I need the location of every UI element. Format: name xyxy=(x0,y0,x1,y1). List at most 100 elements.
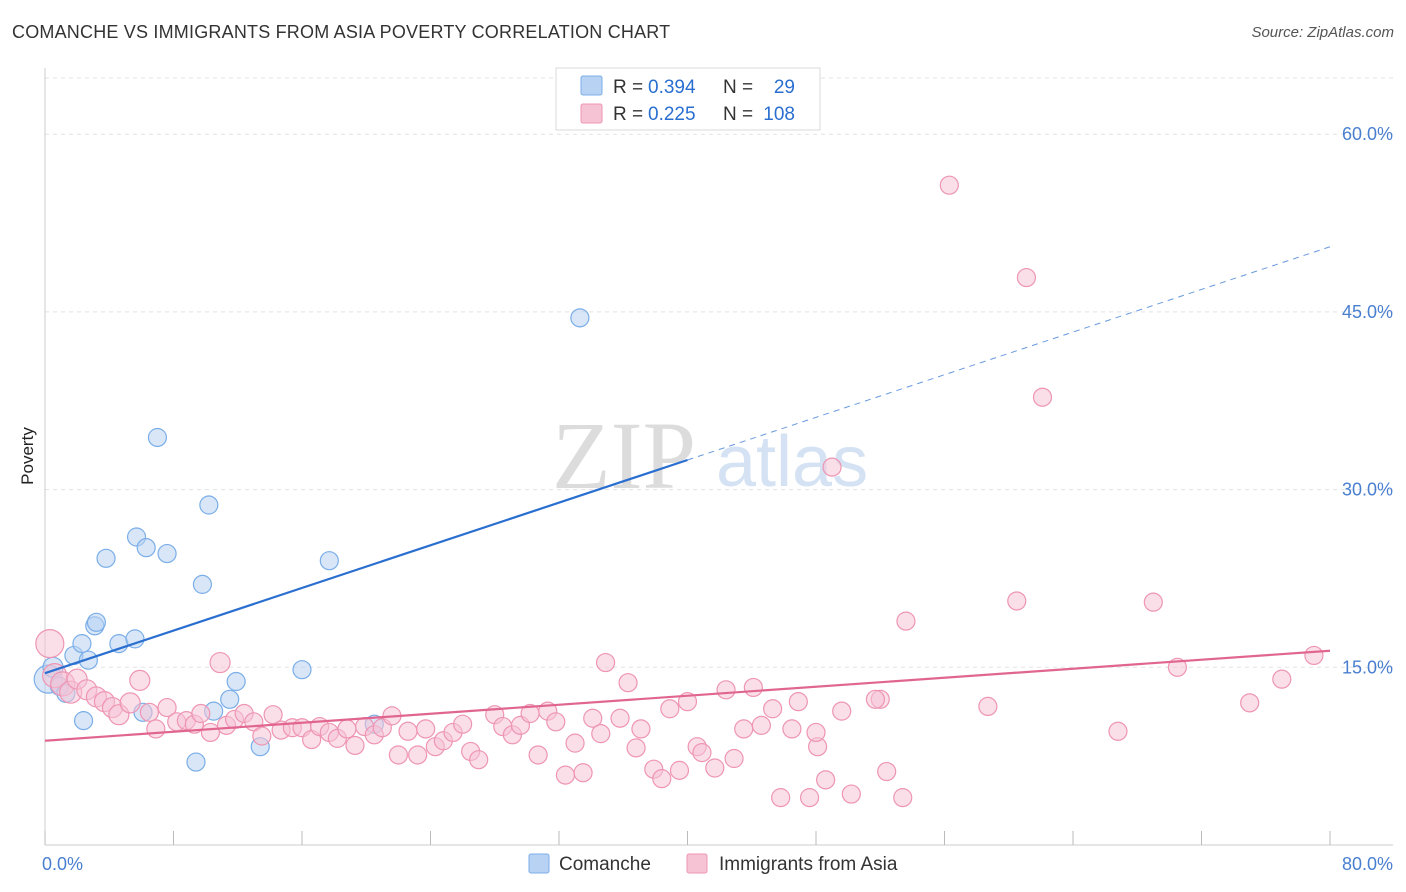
comanche-point xyxy=(199,495,219,515)
chart-title: COMANCHE VS IMMIGRANTS FROM ASIA POVERTY… xyxy=(12,22,671,42)
immigrants-from-asia-point xyxy=(388,745,408,765)
immigrants-from-asia-point xyxy=(692,742,712,763)
immigrants-from-asia-point xyxy=(408,745,428,765)
immigrants-from-asia-trend-line xyxy=(44,649,1331,742)
immigrants-from-asia-point xyxy=(398,721,418,741)
immigrants-from-asia-point xyxy=(896,611,916,631)
bottom-legend-label-immigrants-from-asia: Immigrants from Asia xyxy=(719,854,898,875)
immigrants-from-asia-point xyxy=(724,748,744,769)
y-tick-label: 60.0% xyxy=(1342,124,1393,144)
comanche-point xyxy=(226,671,246,692)
comanche-point xyxy=(192,574,213,594)
x-tick-label-max: 80.0% xyxy=(1342,854,1393,874)
immigrants-from-asia-point xyxy=(546,712,566,732)
legend-r-value: 0.394 xyxy=(648,77,696,98)
immigrants-from-asia-point xyxy=(734,719,754,739)
immigrants-from-asia-point xyxy=(771,788,791,808)
immigrants-from-asia-point xyxy=(119,692,141,714)
axes xyxy=(44,68,1393,846)
legend-swatch-comanche xyxy=(580,75,603,96)
comanche-point xyxy=(220,689,240,709)
comanche-point xyxy=(136,538,156,558)
legend-n-value: 108 xyxy=(763,104,795,125)
comanche-point xyxy=(73,711,94,731)
immigrants-from-asia-point xyxy=(209,651,231,674)
immigrants-from-asia-point xyxy=(528,745,548,765)
bottom-legend-swatch-immigrants-from-asia xyxy=(686,853,708,874)
legend-r-label: R = xyxy=(613,77,643,98)
immigrants-from-asia-point xyxy=(583,708,603,728)
watermark: ZIP atlas xyxy=(552,402,868,509)
immigrants-from-asia-point xyxy=(1143,592,1163,612)
immigrants-from-asia-point xyxy=(129,669,151,691)
immigrants-from-asia-point xyxy=(763,699,783,719)
comanche-point xyxy=(72,634,92,654)
immigrants-from-asia-point xyxy=(345,735,365,756)
chart-source: Source: ZipAtlas.com xyxy=(1251,24,1394,41)
immigrants-from-asia-point xyxy=(453,714,473,734)
immigrants-from-asia-point xyxy=(626,738,646,758)
comanche-point xyxy=(147,427,168,448)
immigrants-from-asia-point xyxy=(1304,645,1324,666)
immigrants-from-asia-point xyxy=(816,770,836,790)
immigrants-from-asia-point xyxy=(35,629,65,659)
immigrants-from-asia-point xyxy=(832,701,852,721)
comanche-point xyxy=(292,660,312,680)
immigrants-from-asia-point xyxy=(591,724,611,744)
immigrants-from-asia-point xyxy=(669,760,690,780)
immigrants-from-asia-point xyxy=(157,697,177,718)
immigrants-from-asia-point xyxy=(337,719,357,739)
y-tick-labels: 15.0% 30.0% 45.0% 60.0% xyxy=(1342,124,1393,677)
y-tick-label: 30.0% xyxy=(1342,480,1393,500)
immigrants-from-asia-point xyxy=(469,750,489,770)
immigrants-from-asia-point xyxy=(806,722,826,743)
legend-n-label: N = xyxy=(723,77,753,98)
immigrants-from-asia-point xyxy=(978,696,998,717)
immigrants-from-asia-point xyxy=(751,715,771,735)
immigrants-from-asia-point xyxy=(252,726,272,746)
bottom-legend-swatch-comanche xyxy=(528,853,550,874)
comanche-point xyxy=(186,752,206,772)
legend-r-label: R = xyxy=(613,104,643,125)
series-legend: Comanche Immigrants from Asia xyxy=(528,853,898,875)
gridlines xyxy=(45,77,1393,668)
immigrants-from-asia-point xyxy=(788,692,808,712)
immigrants-from-asia-point xyxy=(573,763,593,783)
immigrants-from-asia-point xyxy=(555,765,576,785)
immigrants-from-asia-point xyxy=(743,677,763,698)
immigrants-from-asia-point xyxy=(841,784,861,804)
immigrants-from-asia-point xyxy=(1032,387,1053,407)
immigrants-from-asia-point xyxy=(865,689,886,709)
y-axis-title: Poverty xyxy=(18,427,37,485)
immigrants-from-asia-point xyxy=(1016,267,1037,288)
x-tick-labels: 0.0% 80.0% xyxy=(42,854,1393,874)
immigrants-from-asia-point xyxy=(939,175,959,195)
comanche-point xyxy=(157,543,177,564)
immigrants-from-asia-point xyxy=(822,457,842,477)
immigrants-from-asia-point xyxy=(610,708,630,728)
comanche-point xyxy=(570,308,590,328)
legend-n-value: 29 xyxy=(774,77,795,98)
immigrants-from-asia-point xyxy=(1240,693,1260,713)
immigrants-from-asia-point xyxy=(191,703,211,724)
comanche-point xyxy=(125,629,145,649)
immigrants-from-asia-point xyxy=(565,733,585,753)
x-tick-label-min: 0.0% xyxy=(42,854,83,874)
watermark-atlas: atlas xyxy=(716,422,868,502)
immigrants-from-asia-point xyxy=(139,702,160,722)
immigrants-from-asia-point xyxy=(893,788,913,808)
immigrants-from-asia-point xyxy=(877,761,897,782)
immigrants-from-asia-point xyxy=(660,699,680,719)
immigrants-from-asia-point xyxy=(146,719,166,739)
comanche-trend-extension xyxy=(687,246,1331,461)
immigrants-from-asia-point xyxy=(677,692,698,712)
immigrants-from-asia-point xyxy=(1272,669,1292,689)
comanche-point xyxy=(96,548,116,568)
legend-swatch-immigrants-from-asia xyxy=(580,103,603,124)
comanche-point xyxy=(78,650,98,670)
immigrants-from-asia-point xyxy=(652,769,672,789)
trend-lines xyxy=(44,246,1331,742)
immigrants-from-asia-point xyxy=(200,722,221,743)
legend-n-label: N = xyxy=(723,104,753,125)
